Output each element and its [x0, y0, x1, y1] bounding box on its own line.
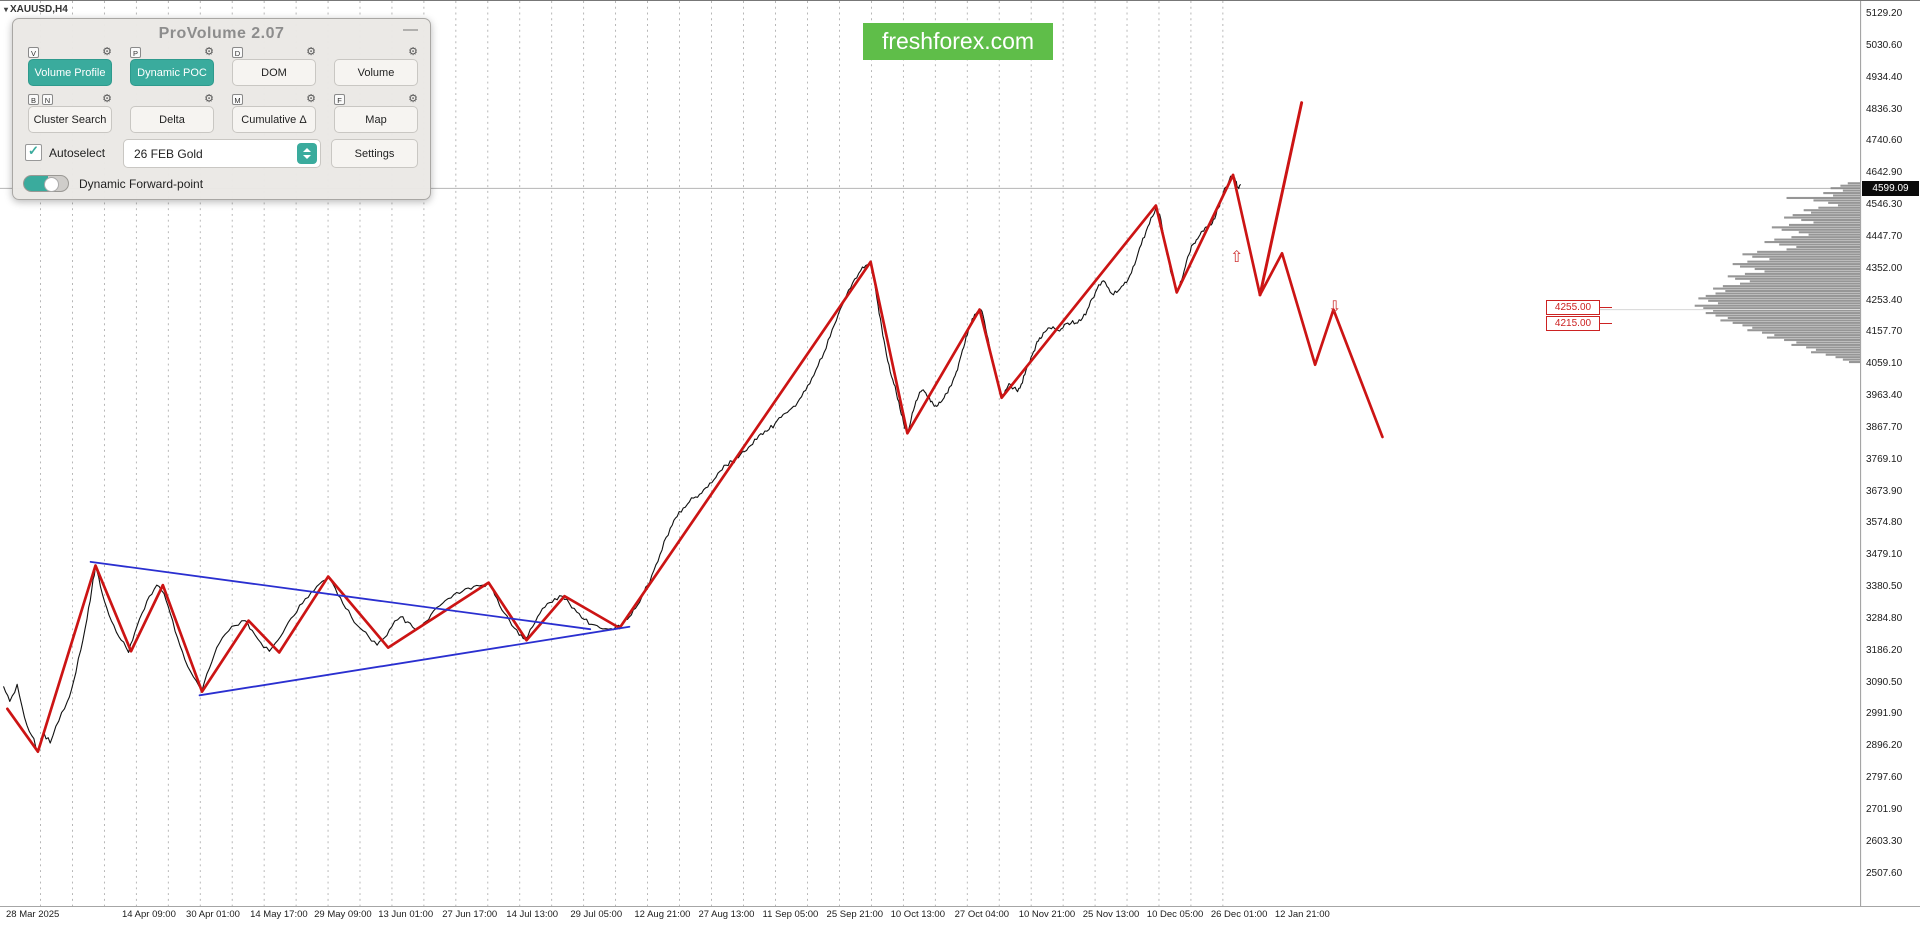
hotkey-chip: M [232, 93, 243, 105]
check-icon: ✓ [28, 143, 39, 158]
time-axis-label: 27 Jun 17:00 [442, 909, 498, 920]
time-axis-label: 27 Oct 04:00 [954, 909, 1010, 920]
hotkey-chip: V [28, 46, 39, 58]
time-axis-label: 10 Nov 21:00 [1018, 909, 1076, 920]
hotkey-chip: F [334, 93, 345, 105]
map-button[interactable]: Map [334, 106, 418, 133]
dynamic-forward-toggle[interactable] [23, 175, 69, 192]
grid-lines [40, 1, 1224, 906]
cluster-search-button[interactable]: Cluster Search [28, 106, 112, 133]
delta-button[interactable]: Delta [130, 106, 214, 133]
time-axis-label: 26 Dec 01:00 [1210, 909, 1268, 920]
hotkey-chip: B [28, 93, 39, 105]
gear-icon[interactable]: ⚙ [306, 92, 316, 105]
trend-zigzag [6, 173, 1262, 754]
projection-up [1258, 101, 1304, 297]
dropdown-spinner[interactable] [297, 143, 317, 164]
symbol-label: ▾ XAUUSD,H4 [4, 4, 68, 15]
price-level-label[interactable]: 4255.00 [1546, 300, 1612, 315]
time-axis-label: 29 May 09:00 [314, 909, 372, 920]
time-axis-label: 13 Jun 01:00 [378, 909, 434, 920]
price-level-label[interactable]: 4215.00 [1546, 316, 1612, 331]
freshforex-banner: freshforex.com [863, 23, 1053, 60]
time-axis-label: 14 Jul 13:00 [506, 909, 559, 920]
time-axis-label: 11 Sep 05:00 [762, 909, 819, 920]
gear-icon[interactable]: ⚙ [102, 45, 112, 58]
checkbox-box[interactable]: ✓ [25, 143, 42, 161]
triangle-upper [89, 560, 592, 631]
gear-icon[interactable]: ⚙ [408, 92, 418, 105]
time-axis-label: 10 Oct 13:00 [890, 909, 945, 920]
current-price-tag: 4599.09 [1862, 181, 1919, 196]
time-axis-label: 28 Mar 2025 [6, 909, 60, 920]
time-axis[interactable]: 28 Mar 2025 14 Apr 09:00 30 Apr 01:00 14 Ma… [0, 908, 1920, 928]
time-axis-label: 27 Aug 13:00 [698, 909, 755, 920]
hotkey-chip: N [42, 93, 53, 105]
chevron-down-icon[interactable] [303, 155, 311, 159]
volume-button[interactable]: Volume [334, 59, 418, 86]
instrument-dropdown[interactable]: 26 FEB Gold [123, 139, 321, 168]
time-axis-label: 10 Dec 05:00 [1146, 909, 1204, 920]
provolume-panel: ProVolume 2.07 — V ⚙ Volume Profile P ⚙ … [12, 18, 431, 200]
triangle-lower [198, 625, 631, 697]
toggle-label: Dynamic Forward-point [79, 176, 204, 191]
volume-profile-button[interactable]: Volume Profile [28, 59, 112, 86]
dynamic-poc-button[interactable]: Dynamic POC [130, 59, 214, 86]
price-line [3, 175, 1241, 751]
hotkey-chip: P [130, 46, 141, 58]
dom-button[interactable]: DOM [232, 59, 316, 86]
level-connector-line [1610, 309, 1860, 310]
autoselect-checkbox[interactable]: ✓ Autoselect [25, 143, 106, 161]
gear-icon[interactable]: ⚙ [204, 92, 214, 105]
time-axis-label: 14 May 17:00 [250, 909, 308, 920]
down-arrow-marker[interactable]: ⇩ [1328, 299, 1342, 316]
gear-icon[interactable]: ⚙ [204, 45, 214, 58]
time-axis-label: 25 Nov 13:00 [1082, 909, 1140, 920]
hotkey-chip: D [232, 46, 243, 58]
minimize-button[interactable]: — [403, 21, 418, 38]
chart-symbol-icon: ▾ [4, 5, 9, 14]
settings-button[interactable]: Settings [331, 139, 418, 168]
symbol-text: XAUUSD,H4 [10, 4, 68, 15]
time-axis-label: 14 Apr 09:00 [122, 909, 176, 920]
volume-profile-histogram [1694, 182, 1860, 364]
toggle-knob[interactable] [44, 177, 59, 192]
projection-down [1258, 251, 1384, 439]
time-axis-label: 25 Sep 21:00 [826, 909, 884, 920]
up-arrow-marker[interactable]: ⇧ [1230, 249, 1244, 266]
instrument-value: 26 FEB Gold [134, 146, 203, 161]
gear-icon[interactable]: ⚙ [408, 45, 418, 58]
time-axis-label: 29 Jul 05:00 [570, 909, 623, 920]
chevron-up-icon[interactable] [303, 148, 311, 152]
time-axis-label: 12 Jan 21:00 [1274, 909, 1330, 920]
gear-icon[interactable]: ⚙ [102, 92, 112, 105]
panel-title: ProVolume 2.07 [158, 25, 285, 42]
cumulative-delta-button[interactable]: Cumulative Δ [232, 106, 316, 133]
gear-icon[interactable]: ⚙ [306, 45, 316, 58]
autoselect-label: Autoselect [49, 145, 106, 160]
time-axis-label: 30 Apr 01:00 [186, 909, 240, 920]
time-axis-label: 12 Aug 21:00 [634, 909, 691, 920]
